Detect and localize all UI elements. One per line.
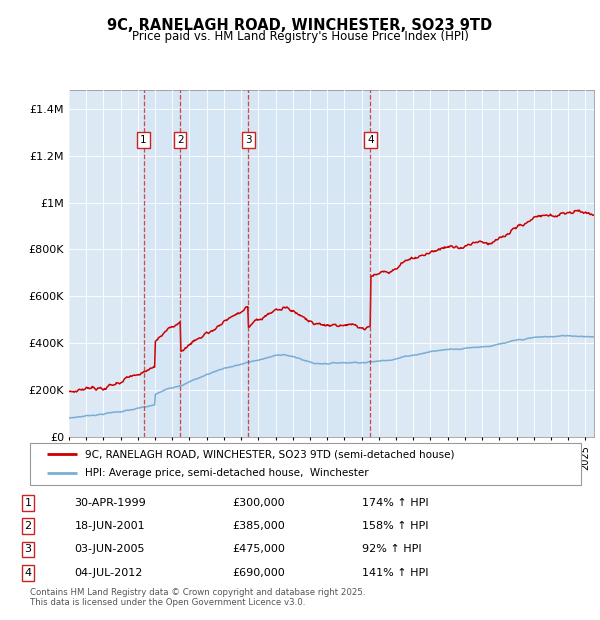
Text: 1: 1: [25, 498, 32, 508]
Text: £690,000: £690,000: [232, 568, 285, 578]
Text: 18-JUN-2001: 18-JUN-2001: [74, 521, 145, 531]
Text: Price paid vs. HM Land Registry's House Price Index (HPI): Price paid vs. HM Land Registry's House …: [131, 30, 469, 43]
Text: 9C, RANELAGH ROAD, WINCHESTER, SO23 9TD: 9C, RANELAGH ROAD, WINCHESTER, SO23 9TD: [107, 18, 493, 33]
Text: 3: 3: [245, 135, 251, 145]
Bar: [248, 90, 370, 437]
Text: 4: 4: [25, 568, 32, 578]
Text: HPI: Average price, semi-detached house,  Winchester: HPI: Average price, semi-detached house,…: [85, 469, 369, 479]
Text: 30-APR-1999: 30-APR-1999: [74, 498, 146, 508]
Text: 158% ↑ HPI: 158% ↑ HPI: [362, 521, 428, 531]
Text: £300,000: £300,000: [232, 498, 285, 508]
Text: 174% ↑ HPI: 174% ↑ HPI: [362, 498, 428, 508]
Text: £475,000: £475,000: [232, 544, 285, 554]
Text: 4: 4: [367, 135, 374, 145]
Text: 141% ↑ HPI: 141% ↑ HPI: [362, 568, 428, 578]
Bar: [180, 90, 248, 437]
Text: 9C, RANELAGH ROAD, WINCHESTER, SO23 9TD (semi-detached house): 9C, RANELAGH ROAD, WINCHESTER, SO23 9TD …: [85, 449, 455, 459]
Text: 2: 2: [25, 521, 32, 531]
Text: 03-JUN-2005: 03-JUN-2005: [74, 544, 145, 554]
Text: 2: 2: [177, 135, 184, 145]
Text: 1: 1: [140, 135, 147, 145]
Text: 92% ↑ HPI: 92% ↑ HPI: [362, 544, 422, 554]
Text: £385,000: £385,000: [232, 521, 285, 531]
FancyBboxPatch shape: [30, 443, 581, 485]
Text: 04-JUL-2012: 04-JUL-2012: [74, 568, 143, 578]
Text: Contains HM Land Registry data © Crown copyright and database right 2025.
This d: Contains HM Land Registry data © Crown c…: [30, 588, 365, 607]
Bar: [143, 90, 180, 437]
Text: 3: 3: [25, 544, 32, 554]
